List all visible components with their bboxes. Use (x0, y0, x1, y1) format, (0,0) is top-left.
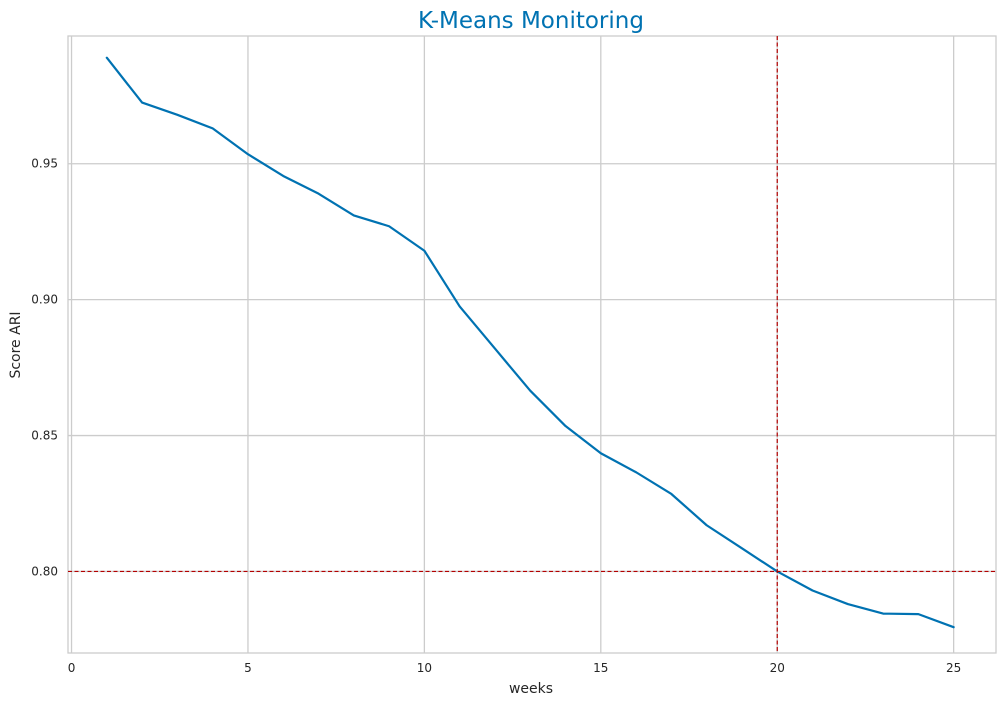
y-tick-label: 0.90 (31, 293, 58, 307)
y-tick-label: 0.80 (31, 564, 58, 578)
chart-title: K-Means Monitoring (418, 8, 644, 34)
plot-frame (67, 35, 997, 654)
x-tick-label: 20 (770, 661, 785, 675)
y-tick-label: 0.85 (31, 429, 58, 443)
y-tick-label: 0.95 (31, 157, 58, 171)
plot-area (67, 35, 997, 654)
x-tick-label: 10 (417, 661, 432, 675)
y-axis-label: Score ARI (8, 311, 24, 378)
x-tick-label: 25 (946, 661, 961, 675)
x-tick-label: 0 (68, 661, 76, 675)
series-line-0 (105, 56, 955, 629)
x-tick-label: 5 (244, 661, 252, 675)
x-tick-label: 15 (593, 661, 608, 675)
x-axis-label: weeks (509, 681, 553, 697)
